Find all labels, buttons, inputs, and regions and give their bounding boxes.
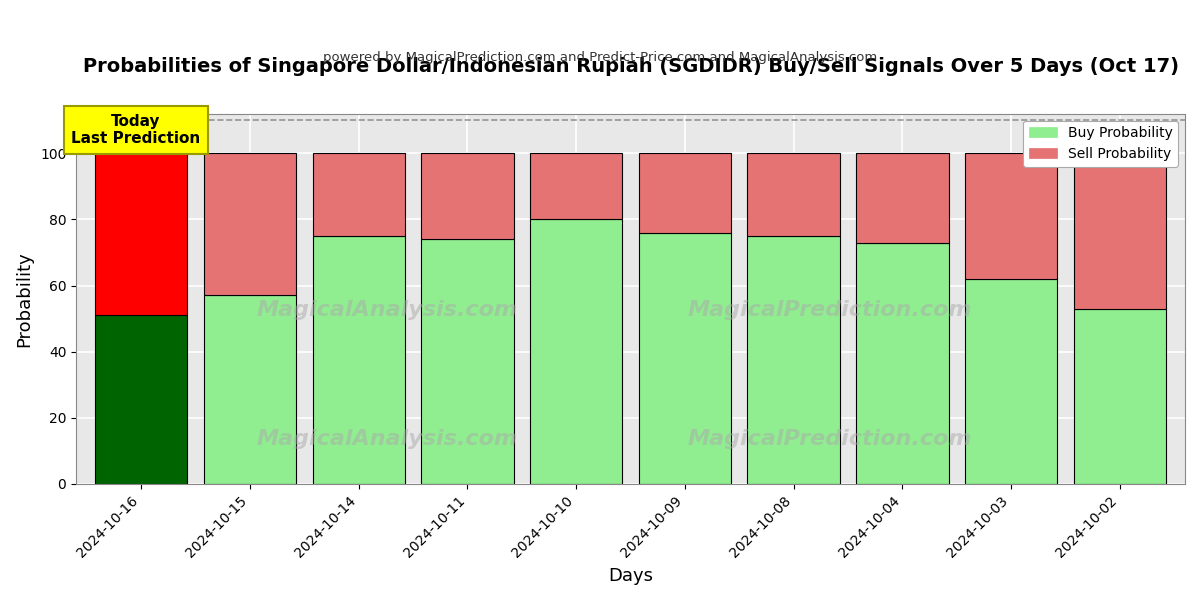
Text: MagicalAnalysis.com: MagicalAnalysis.com xyxy=(256,300,517,320)
Title: Probabilities of Singapore Dollar/Indonesian Rupiah (SGDIDR) Buy/Sell Signals Ov: Probabilities of Singapore Dollar/Indone… xyxy=(83,57,1178,76)
Bar xyxy=(421,154,514,239)
Bar xyxy=(95,154,187,315)
Text: MagicalPrediction.com: MagicalPrediction.com xyxy=(688,300,972,320)
Bar xyxy=(421,239,514,484)
Bar xyxy=(638,233,731,484)
Bar xyxy=(856,154,948,242)
Bar xyxy=(204,295,296,484)
Bar xyxy=(638,154,731,233)
Bar xyxy=(312,236,404,484)
Bar xyxy=(748,154,840,236)
Text: powered by MagicalPrediction.com and Predict-Price.com and MagicalAnalysis.com: powered by MagicalPrediction.com and Pre… xyxy=(323,51,877,64)
Bar xyxy=(965,154,1057,279)
Bar xyxy=(204,154,296,295)
X-axis label: Days: Days xyxy=(608,567,653,585)
Text: Today
Last Prediction: Today Last Prediction xyxy=(71,114,200,146)
Bar xyxy=(856,242,948,484)
Text: MagicalAnalysis.com: MagicalAnalysis.com xyxy=(256,430,517,449)
Text: MagicalPrediction.com: MagicalPrediction.com xyxy=(688,430,972,449)
Legend: Buy Probability, Sell Probability: Buy Probability, Sell Probability xyxy=(1024,121,1178,167)
Bar xyxy=(312,154,404,236)
Bar xyxy=(1074,154,1166,308)
Bar xyxy=(748,236,840,484)
Bar xyxy=(530,154,623,220)
Y-axis label: Probability: Probability xyxy=(14,251,32,347)
Bar xyxy=(965,279,1057,484)
Bar xyxy=(1074,308,1166,484)
Bar xyxy=(530,220,623,484)
Bar xyxy=(95,315,187,484)
